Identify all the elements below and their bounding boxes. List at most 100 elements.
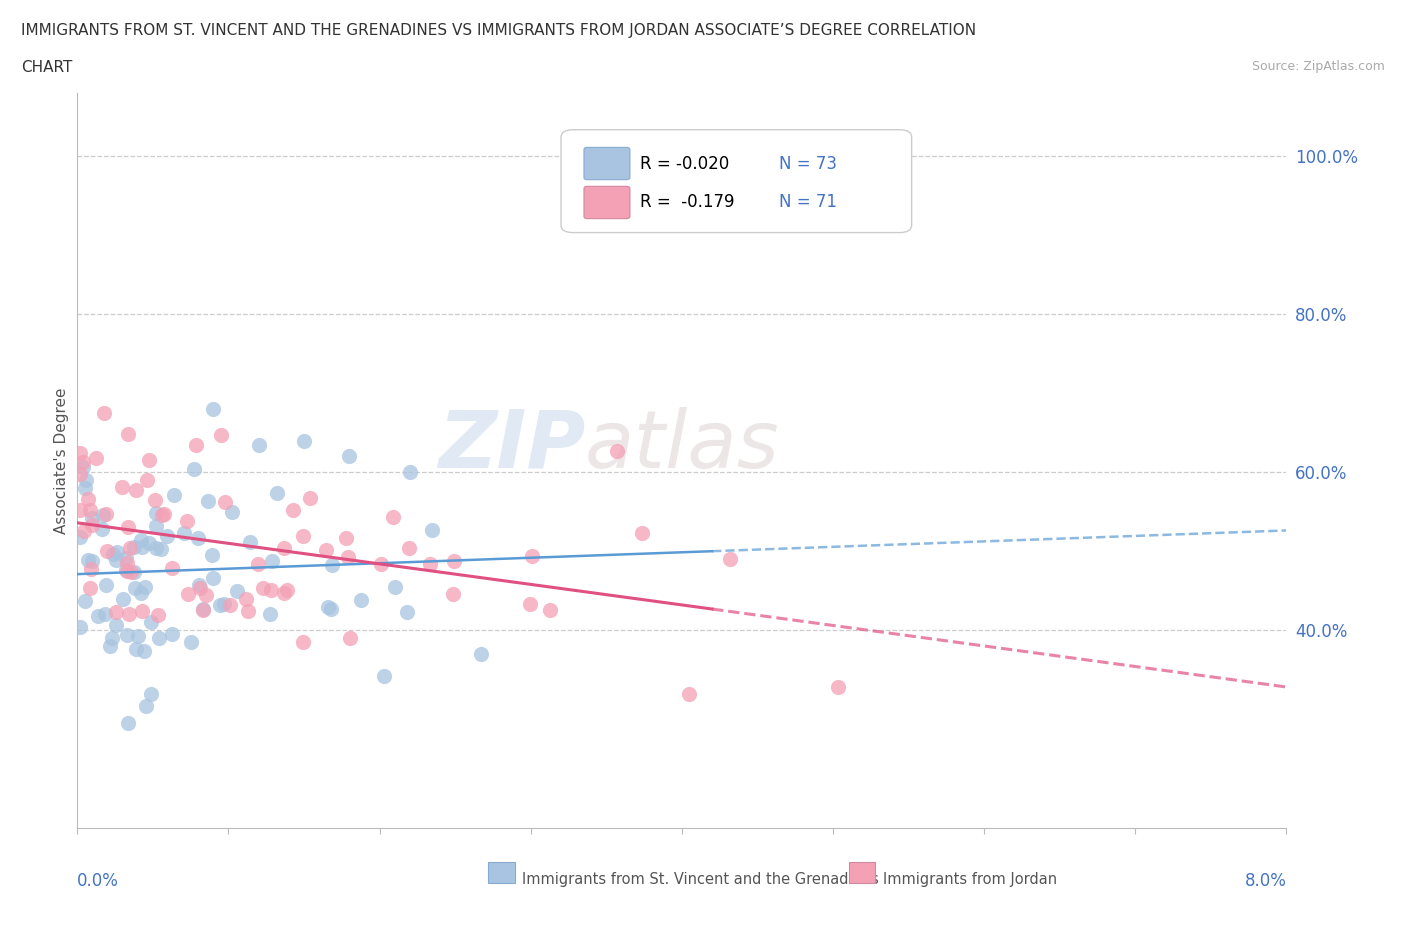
Point bbox=[370, 557, 392, 572]
Point bbox=[143, 492, 166, 507]
Point bbox=[260, 583, 283, 598]
Point bbox=[69, 466, 91, 481]
Point bbox=[420, 523, 443, 538]
Point bbox=[100, 631, 122, 645]
Text: CHART: CHART bbox=[21, 60, 73, 75]
Point bbox=[631, 525, 654, 540]
Point bbox=[202, 571, 225, 586]
Point bbox=[139, 614, 162, 629]
Point bbox=[247, 437, 270, 452]
Point bbox=[148, 631, 170, 645]
Text: 8.0%: 8.0% bbox=[1244, 871, 1286, 890]
Point bbox=[163, 488, 186, 503]
Bar bbox=[488, 862, 515, 883]
Point bbox=[236, 604, 259, 618]
Point bbox=[134, 579, 156, 594]
Point bbox=[538, 603, 561, 618]
Point bbox=[115, 627, 138, 642]
Point bbox=[117, 426, 139, 441]
Point bbox=[94, 507, 117, 522]
Point bbox=[96, 543, 118, 558]
Point bbox=[146, 607, 169, 622]
Text: N = 71: N = 71 bbox=[779, 193, 837, 211]
Point bbox=[122, 539, 145, 554]
Point bbox=[124, 581, 146, 596]
Point bbox=[219, 598, 242, 613]
Point bbox=[298, 490, 321, 505]
Point bbox=[259, 607, 281, 622]
Point bbox=[252, 581, 274, 596]
Point bbox=[150, 507, 173, 522]
Point bbox=[94, 606, 117, 621]
Point bbox=[292, 635, 315, 650]
Point bbox=[162, 626, 184, 641]
Text: R = -0.020: R = -0.020 bbox=[640, 154, 728, 173]
Point bbox=[195, 588, 218, 603]
Point bbox=[136, 472, 159, 487]
Point bbox=[105, 545, 128, 560]
Point bbox=[120, 565, 142, 579]
Point bbox=[115, 564, 138, 578]
Point bbox=[127, 629, 149, 644]
Point bbox=[156, 528, 179, 543]
Point bbox=[339, 449, 360, 464]
Point bbox=[173, 525, 195, 540]
Point bbox=[381, 510, 404, 525]
Point bbox=[115, 555, 138, 570]
Point bbox=[104, 604, 127, 619]
Point bbox=[138, 536, 160, 551]
Point bbox=[69, 502, 91, 517]
Point bbox=[80, 517, 103, 532]
Point bbox=[125, 483, 148, 498]
Point bbox=[187, 530, 209, 545]
Point bbox=[187, 578, 209, 592]
Point bbox=[73, 480, 96, 495]
Point bbox=[114, 563, 136, 578]
Text: Source: ZipAtlas.com: Source: ZipAtlas.com bbox=[1251, 60, 1385, 73]
Point bbox=[120, 540, 142, 555]
Point bbox=[399, 465, 422, 480]
Point bbox=[191, 603, 214, 618]
Point bbox=[105, 552, 128, 567]
Point bbox=[132, 644, 155, 658]
Point bbox=[470, 647, 492, 662]
Point bbox=[419, 556, 441, 571]
Point bbox=[131, 604, 153, 618]
Point bbox=[76, 553, 98, 568]
Text: R =  -0.179: R = -0.179 bbox=[640, 193, 734, 211]
Point bbox=[111, 480, 134, 495]
Point bbox=[221, 505, 243, 520]
Point bbox=[276, 582, 298, 597]
Point bbox=[69, 445, 91, 460]
Point bbox=[211, 427, 233, 442]
Point bbox=[209, 598, 232, 613]
Point bbox=[180, 635, 202, 650]
Point bbox=[82, 554, 104, 569]
Point bbox=[75, 593, 97, 608]
Point bbox=[266, 485, 288, 500]
Point bbox=[69, 619, 91, 634]
Point bbox=[87, 608, 110, 623]
FancyBboxPatch shape bbox=[583, 186, 630, 219]
Point bbox=[176, 513, 198, 528]
Point bbox=[177, 586, 200, 601]
Point bbox=[112, 591, 135, 606]
Point bbox=[281, 502, 304, 517]
Bar bbox=[849, 862, 876, 883]
Text: atlas: atlas bbox=[585, 406, 780, 485]
Point bbox=[212, 597, 235, 612]
Point bbox=[316, 600, 339, 615]
Point bbox=[91, 508, 114, 523]
Point bbox=[319, 602, 342, 617]
Point bbox=[94, 578, 117, 592]
Point bbox=[145, 519, 167, 534]
Text: Immigrants from Jordan: Immigrants from Jordan bbox=[883, 871, 1057, 887]
Point bbox=[77, 491, 100, 506]
Point bbox=[827, 680, 849, 695]
Point bbox=[197, 493, 219, 508]
Point bbox=[118, 607, 141, 622]
Point bbox=[522, 548, 544, 563]
Point bbox=[79, 502, 101, 517]
Point bbox=[117, 520, 139, 535]
Point bbox=[337, 550, 360, 565]
